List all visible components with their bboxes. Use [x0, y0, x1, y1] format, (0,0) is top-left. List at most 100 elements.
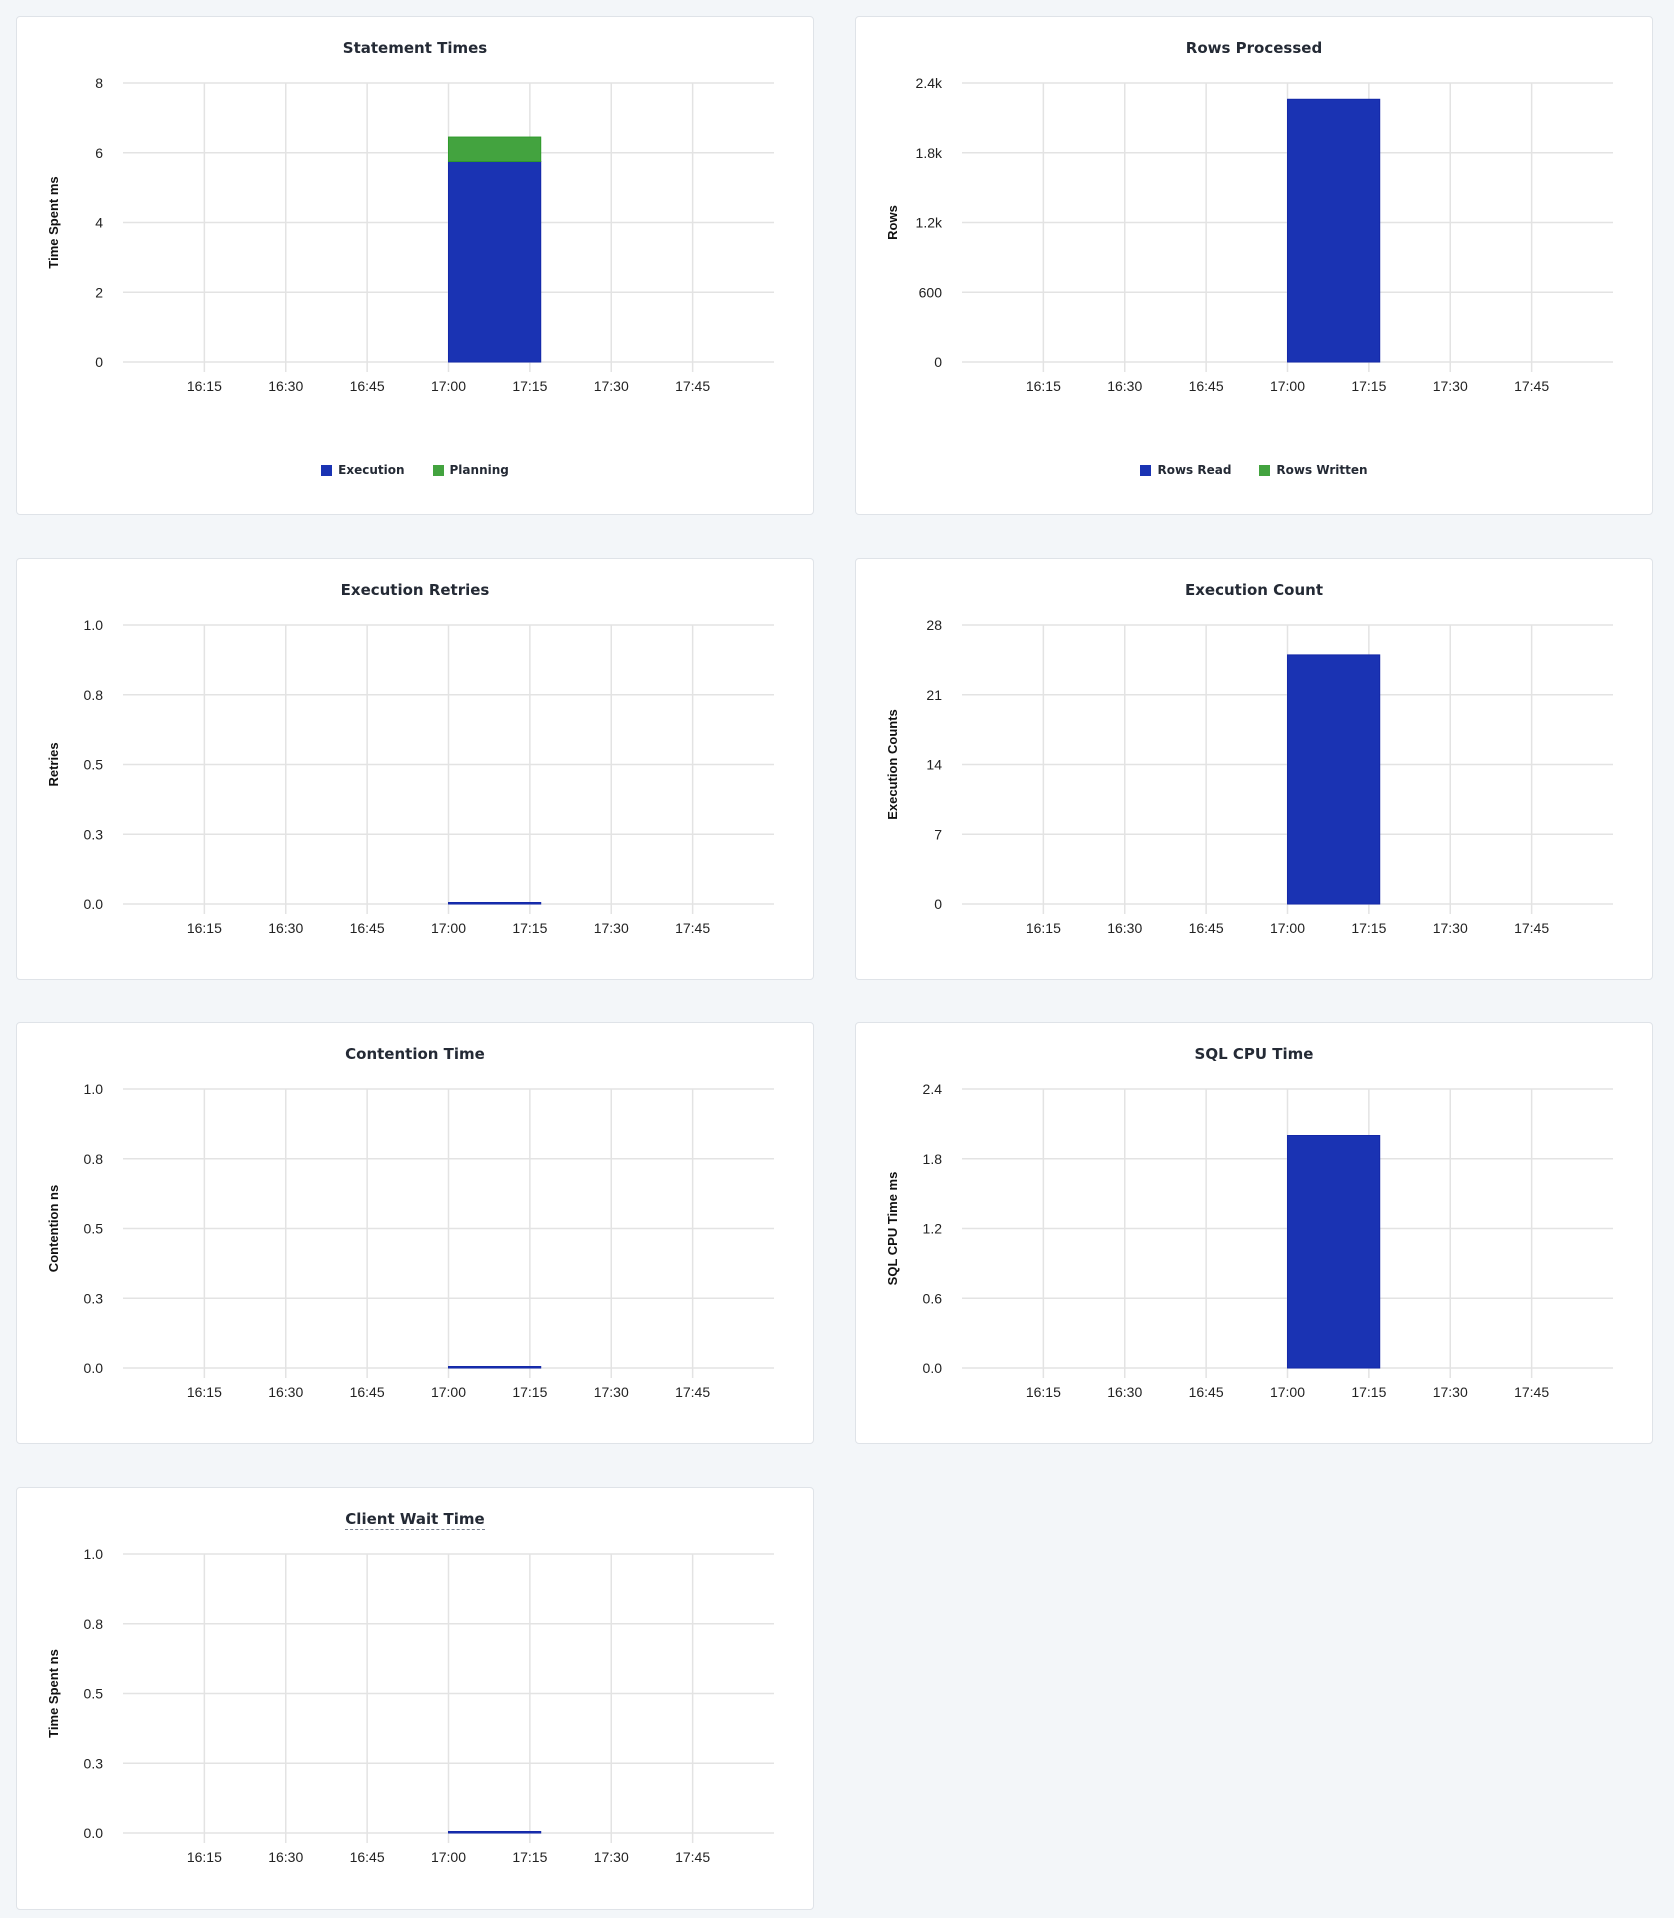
y-tick-label: 0.3	[84, 1755, 104, 1771]
x-tick-label: 16:45	[350, 378, 385, 394]
chart-title: Rows Processed	[856, 39, 1652, 57]
chart-plot: 0.0 0.3 0.5 0.8 1.0 16:15 16:30 16:45 17:00 17:15…	[46, 1081, 774, 1400]
x-tick-label: 17:15	[512, 1849, 547, 1865]
x-tick-label: 17:45	[675, 920, 710, 936]
y-tick-label: 14	[926, 757, 942, 773]
x-tick-label: 16:30	[268, 1849, 303, 1865]
chart-title: SQL CPU Time	[856, 1045, 1652, 1063]
legend-item[interactable]: Execution	[321, 463, 405, 477]
y-tick-label: 2.4	[923, 1081, 943, 1097]
y-tick-label: 1.0	[84, 1546, 104, 1562]
x-tick-label: 16:15	[1026, 378, 1061, 394]
x-tick-label: 16:30	[1107, 1384, 1142, 1400]
y-tick-label: 1.2	[923, 1221, 943, 1237]
y-tick-label: 0.5	[84, 757, 104, 773]
bar-value[interactable]	[1287, 654, 1381, 905]
x-tick-label: 16:30	[268, 1384, 303, 1400]
chart-plot: 0 7 14 21 28 16:15 16:30 16:45 17:00 17:15 17:30 17…	[885, 617, 1613, 936]
x-tick-label: 16:15	[1026, 920, 1061, 936]
x-tick-label: 16:15	[1026, 1384, 1061, 1400]
bar-value[interactable]	[1287, 1135, 1381, 1369]
y-tick-label: 0.0	[84, 896, 104, 912]
legend-item[interactable]: Rows Written	[1259, 463, 1368, 477]
rows-processed-chart-card: Rows Processed 0 600 1.2k 1.8k 2.4k 16:15 16:30…	[855, 16, 1653, 515]
y-tick-label: 2.4k	[916, 75, 943, 91]
y-axis-label: Time Spent ms	[46, 176, 61, 268]
legend-swatch	[432, 464, 444, 476]
x-tick-label: 16:45	[350, 1384, 385, 1400]
x-tick-label: 17:45	[1514, 378, 1549, 394]
y-tick-label: 0.8	[84, 1616, 104, 1632]
chart-plot: 0.0 0.6 1.2 1.8 2.4 16:15 16:30 16:45 17:00 17:15…	[885, 1081, 1613, 1400]
x-tick-label: 17:00	[431, 920, 466, 936]
x-tick-label: 17:30	[594, 1849, 629, 1865]
y-tick-label: 6	[95, 145, 103, 161]
chart-title-text: Statement Times	[342, 39, 488, 57]
x-tick-label: 17:15	[1351, 1384, 1386, 1400]
x-tick-label: 17:15	[1351, 378, 1386, 394]
y-tick-label: 0.5	[84, 1221, 104, 1237]
y-axis-label: Execution Counts	[885, 709, 900, 820]
bar-value[interactable]	[448, 1366, 542, 1369]
legend-swatch	[1259, 464, 1271, 476]
x-tick-label: 16:45	[1189, 378, 1224, 394]
y-axis-label: Rows	[885, 205, 900, 240]
y-tick-label: 0	[95, 354, 103, 370]
y-tick-label: 1.2k	[916, 215, 943, 231]
bar-execution[interactable]	[448, 160, 542, 363]
x-tick-label: 17:30	[594, 1384, 629, 1400]
chart-title-text: Rows Processed	[1185, 39, 1323, 57]
x-tick-label: 17:45	[1514, 1384, 1549, 1400]
x-tick-label: 16:30	[1107, 378, 1142, 394]
chart-title: Execution Retries	[17, 581, 813, 599]
chart-title-text: Execution Count	[1184, 581, 1324, 599]
chart-legend: Rows Read Rows Written	[856, 463, 1652, 479]
y-axis-label: Contention ns	[46, 1185, 61, 1272]
bar-rows-read[interactable]	[1287, 98, 1381, 363]
x-tick-label: 16:45	[350, 1849, 385, 1865]
statement-times-chart-card: Statement Times 0 2 4 6 8 16:15 16:30 16:45 17:00…	[16, 16, 814, 515]
y-axis-label: Time Spent ns	[46, 1649, 61, 1738]
bar-planning[interactable]	[448, 136, 542, 162]
x-tick-label: 17:00	[431, 1384, 466, 1400]
x-tick-label: 17:30	[1433, 1384, 1468, 1400]
y-tick-label: 1.8k	[916, 145, 943, 161]
y-tick-label: 2	[95, 284, 103, 300]
chart-plot: 0 2 4 6 8 16:15 16:30 16:45 17:00 17:15 17:30 17:45…	[46, 75, 774, 394]
y-axis-label: SQL CPU Time ms	[885, 1172, 900, 1286]
chart-legend: Execution Planning	[17, 463, 813, 479]
y-tick-label: 8	[95, 75, 103, 91]
x-tick-label: 17:30	[1433, 378, 1468, 394]
x-tick-label: 16:15	[187, 920, 222, 936]
y-tick-label: 1.8	[923, 1151, 943, 1167]
y-tick-label: 0.6	[923, 1290, 943, 1306]
legend-label: Rows Read	[1157, 463, 1232, 477]
y-tick-label: 4	[95, 215, 103, 231]
legend-item[interactable]: Planning	[432, 463, 509, 477]
y-tick-label: 0.3	[84, 826, 104, 842]
x-tick-label: 16:30	[268, 920, 303, 936]
x-tick-label: 16:30	[1107, 920, 1142, 936]
x-tick-label: 16:45	[1189, 920, 1224, 936]
legend-label: Rows Written	[1276, 463, 1368, 477]
bar-value[interactable]	[448, 902, 542, 905]
client-wait-time-chart-card: Client Wait Time 0.0 0.3 0.5 0.8 1.0 16:15 16:3…	[16, 1487, 814, 1910]
x-tick-label: 17:45	[675, 1849, 710, 1865]
y-tick-label: 0.0	[84, 1360, 104, 1376]
sql-cpu-time-chart-card: SQL CPU Time 0.0 0.6 1.2 1.8 2.4 16:15 16:30 16:…	[855, 1022, 1653, 1444]
chart-title: Execution Count	[856, 581, 1652, 599]
y-tick-label: 1.0	[84, 617, 104, 633]
x-tick-label: 16:45	[350, 920, 385, 936]
x-tick-label: 17:00	[1270, 378, 1305, 394]
legend-item[interactable]: Rows Read	[1140, 463, 1231, 477]
chart-title-text: Client Wait Time	[345, 1510, 485, 1530]
y-tick-label: 600	[919, 284, 943, 300]
y-axis-label: Retries	[46, 742, 61, 786]
bar-value[interactable]	[448, 1831, 542, 1834]
y-tick-label: 28	[926, 617, 942, 633]
y-tick-label: 0	[934, 896, 942, 912]
x-tick-label: 17:45	[675, 1384, 710, 1400]
x-tick-label: 17:30	[594, 378, 629, 394]
legend-label: Planning	[449, 463, 509, 477]
chart-title[interactable]: Client Wait Time	[17, 1510, 813, 1530]
